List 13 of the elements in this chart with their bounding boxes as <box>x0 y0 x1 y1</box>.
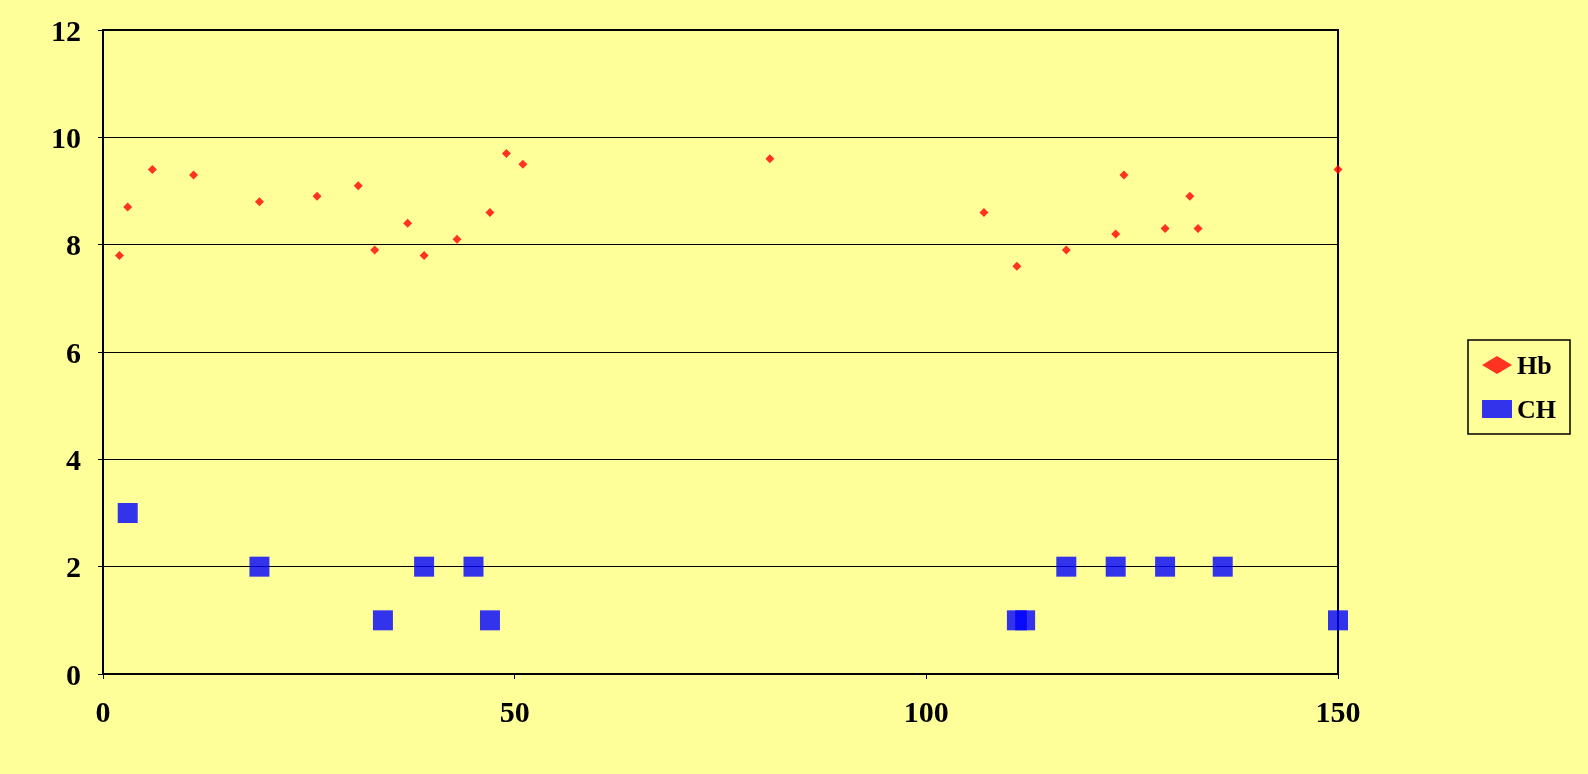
x-tick-label: 50 <box>499 694 530 728</box>
legend-label: Hb <box>1517 350 1552 380</box>
y-tick-label: 0 <box>66 657 81 691</box>
x-tick-label: 0 <box>95 694 111 728</box>
y-tick-label: 8 <box>66 228 81 262</box>
y-tick-label: 2 <box>66 550 81 584</box>
x-tick-label: 150 <box>1315 694 1361 728</box>
x-tick-label: 100 <box>903 694 949 728</box>
y-tick-label: 10 <box>51 120 81 154</box>
y-tick-label: 6 <box>66 335 81 369</box>
legend-label: CH <box>1517 394 1556 424</box>
y-tick-label: 4 <box>66 442 81 476</box>
y-tick-label: 12 <box>51 13 81 47</box>
